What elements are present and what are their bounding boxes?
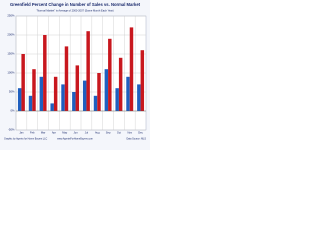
y-tick-label: -50% <box>8 128 15 132</box>
bar <box>28 95 33 111</box>
bar <box>86 31 90 112</box>
x-tick-label: Jan <box>19 131 24 135</box>
x-tick-label: Jun <box>73 131 78 135</box>
x-tick-label: Feb <box>30 131 35 135</box>
x-tick-label: Nov <box>127 131 132 135</box>
bar <box>126 76 130 111</box>
x-tick-label: Aug <box>95 131 100 135</box>
footer-right: Data Source: MLS <box>126 138 146 141</box>
chart: Greenfield Percent Change in Number of S… <box>0 0 150 150</box>
bar <box>39 76 44 111</box>
bar <box>17 88 22 111</box>
bar <box>64 46 69 111</box>
bar <box>137 84 141 111</box>
chart-title: Greenfield Percent Change in Number of S… <box>10 2 141 7</box>
bar <box>129 27 134 111</box>
y-tick-label: 50% <box>9 90 15 94</box>
footer-center: www.AgentsForHomeBuyers.com <box>57 138 93 141</box>
bar <box>50 103 54 111</box>
bar <box>72 92 76 111</box>
x-tick-label: May <box>62 131 68 135</box>
y-tick-label: 250% <box>7 14 15 18</box>
bar <box>118 57 123 111</box>
y-tick-label: 100% <box>7 71 15 75</box>
y-tick-label: 150% <box>7 52 15 56</box>
x-tick-label: Oct <box>117 131 121 135</box>
bar <box>82 80 87 111</box>
bar <box>108 38 112 111</box>
bar <box>21 54 25 111</box>
x-tick-label: Apr <box>52 131 56 135</box>
bar <box>53 76 58 111</box>
x-tick-label: Mar <box>41 131 46 135</box>
x-tick-label: Jul <box>85 131 89 135</box>
bar <box>61 84 65 111</box>
bar <box>93 95 98 111</box>
bar <box>115 88 119 111</box>
bar <box>104 69 109 111</box>
bar <box>75 65 80 111</box>
bar <box>43 35 47 111</box>
bar <box>140 50 145 111</box>
bar <box>32 69 36 111</box>
chart-subtitle: "Normal Market" is Average of 2000-2007 … <box>36 9 113 13</box>
bar <box>97 73 101 111</box>
y-tick-label: 0% <box>10 109 15 113</box>
page: {"chart_data": { "type": "bar", "title":… <box>0 0 150 150</box>
y-tick-label: 200% <box>7 33 15 37</box>
x-tick-label: Dec <box>138 131 143 135</box>
footer-left: Graphic by Agents for Home Buyers LLC <box>4 138 47 141</box>
x-tick-label: Sep <box>106 131 111 135</box>
